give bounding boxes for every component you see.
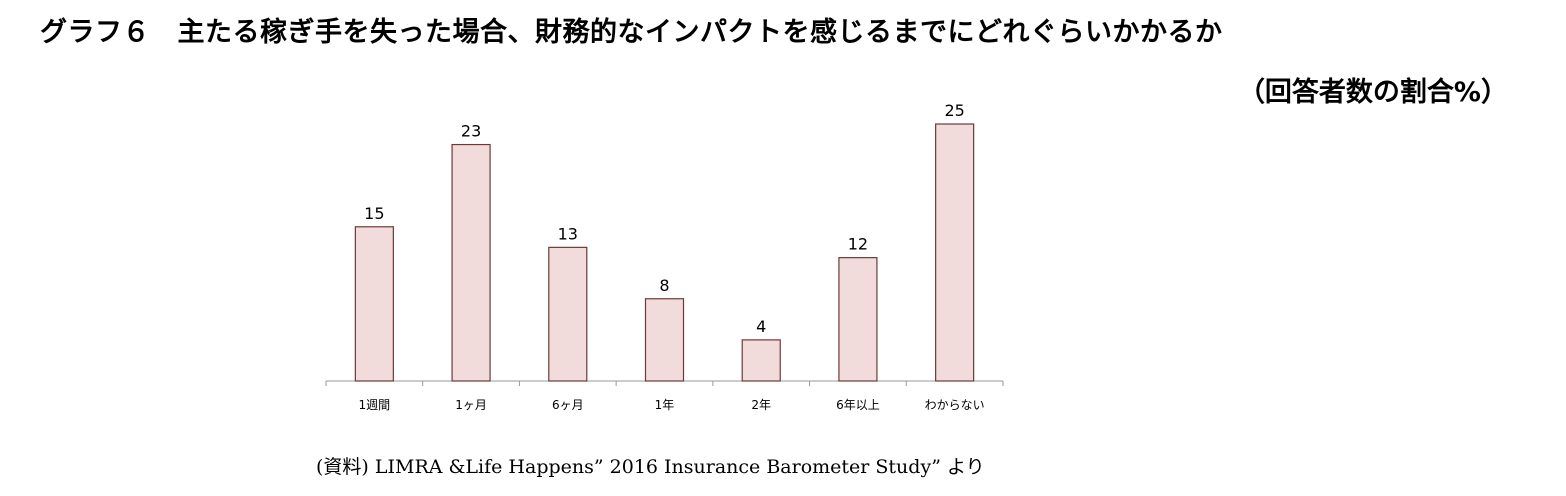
source-note: (資料) LIMRA &Life Happens” 2016 Insurance… [316, 456, 985, 478]
x-tick-label: 6年以上 [836, 398, 880, 412]
chart-title: グラフ６ 主たる稼ぎ手を失った場合、財務的なインパクトを感じるまでにどれぐらいか… [40, 17, 1223, 48]
data-label: 4 [756, 317, 766, 336]
bar [838, 257, 878, 382]
data-label: 13 [558, 224, 578, 243]
bar [451, 143, 491, 382]
x-tick-label: 1週間 [359, 398, 391, 412]
x-tick-label: 2年 [751, 398, 771, 412]
x-tick-label: 1年 [655, 398, 675, 412]
data-label: 8 [659, 276, 669, 295]
bar [354, 226, 394, 382]
x-tick-label: 6ヶ月 [552, 398, 584, 412]
bar [935, 123, 975, 382]
data-label: 25 [944, 101, 964, 120]
x-tick-label: わからない [925, 398, 985, 412]
data-label: 12 [848, 235, 868, 254]
data-label: 23 [461, 122, 481, 141]
bar [644, 298, 685, 382]
data-label: 15 [364, 204, 384, 223]
x-tick-label: 1ヶ月 [455, 398, 487, 412]
bar [741, 339, 781, 382]
unit-note: （回答者数の割合%） [1237, 77, 1508, 108]
bar [548, 246, 588, 382]
